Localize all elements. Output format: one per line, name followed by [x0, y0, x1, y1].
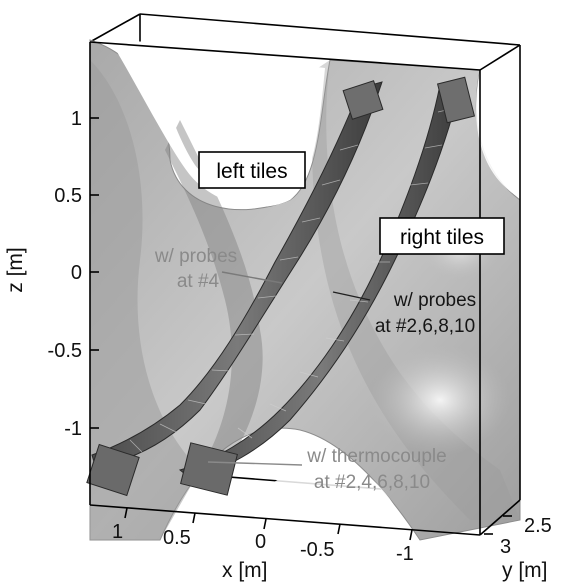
x-tick-0.5: 0.5	[163, 527, 191, 549]
y-axis: 2.5 3 y [m]	[484, 515, 552, 582]
thermocouple-line1: w/ thermocouple	[306, 446, 446, 467]
y-axis-title: y [m]	[502, 559, 548, 582]
tile-strips	[86, 76, 476, 497]
z-tick-neg0.5: -0.5	[48, 340, 82, 362]
x-axis-title: x [m]	[222, 559, 268, 582]
probes-4-line2: at #4	[177, 271, 220, 292]
probes-even-line2: at #2,6,8,10	[375, 316, 475, 337]
right-tiles-label: right tiles	[379, 217, 505, 255]
leader-lines	[207, 271, 371, 466]
bottom-mid-gap	[230, 464, 410, 545]
probes-even-line1: w/ probes	[393, 290, 476, 311]
x-axis: 1 0.5 0 -0.5 -1 x [m]	[112, 507, 414, 582]
top-left-cutout	[110, 40, 325, 207]
x-tick-0: 0	[255, 531, 266, 553]
x-tick-1: 1	[112, 521, 123, 543]
surface-shade-mid	[165, 120, 263, 470]
x-tick-neg0.5: -0.5	[300, 539, 334, 561]
divertor-surface	[89, 39, 521, 545]
z-tick-neg1: -1	[64, 418, 82, 440]
right-strip-bottom-cap	[180, 442, 238, 496]
surface-shade-left	[90, 60, 200, 540]
right-strip-top-cap	[436, 76, 476, 124]
thermocouple-line2: at #2,4,6,8,10	[314, 472, 430, 493]
z-tick-0.5: 0.5	[54, 185, 82, 207]
leader-thermocouple	[207, 461, 303, 466]
leader-probes-4	[221, 271, 283, 284]
y-tick-2.5: 2.5	[524, 515, 552, 537]
probes-4-line1: w/ probes	[154, 246, 237, 267]
x-tick-neg1: -1	[396, 543, 414, 565]
left-tiles-label: left tiles	[198, 151, 306, 189]
left-strip-top-cap	[342, 80, 384, 120]
surface-highlight	[370, 345, 510, 455]
svg-text:left tiles: left tiles	[216, 160, 287, 183]
z-tick-1: 1	[71, 108, 82, 130]
z-axis-title: z [m]	[4, 247, 27, 293]
left-strip-bottom-cap	[86, 443, 140, 497]
z-tick-0: 0	[71, 262, 82, 284]
bounding-box-front	[89, 41, 521, 536]
y-tick-3: 3	[500, 536, 511, 558]
z-axis: 1 0.5 0 -0.5 -1 z [m]	[4, 108, 99, 440]
svg-text:right tiles: right tiles	[400, 226, 484, 249]
top-right-cutout	[476, 60, 520, 195]
leader-probes-even	[332, 291, 371, 301]
